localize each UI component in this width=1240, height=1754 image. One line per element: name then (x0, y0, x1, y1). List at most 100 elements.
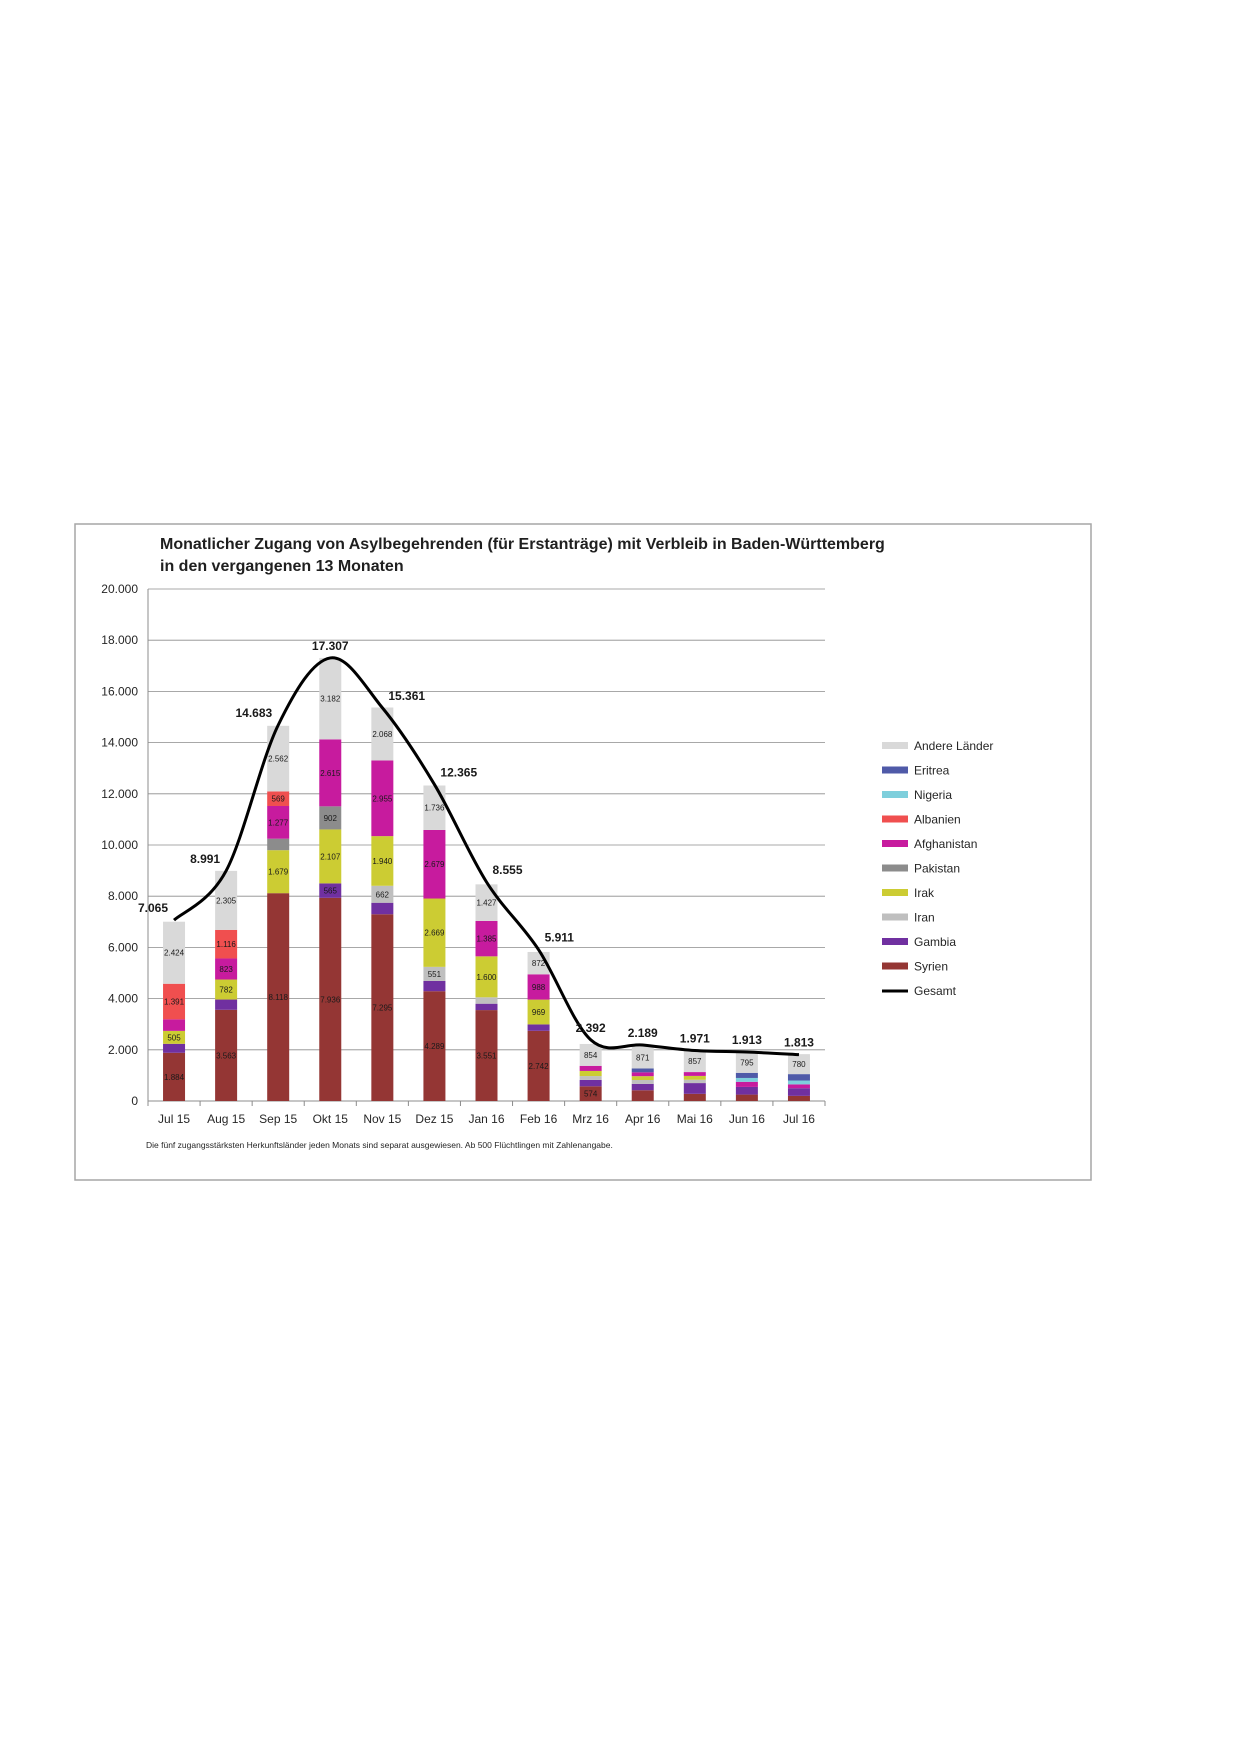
bar-segment (267, 893, 290, 1101)
total-value-label: 7.065 (138, 901, 168, 915)
bar-segment-label: 7.295 (372, 1004, 393, 1013)
x-tick-label: Jul 15 (158, 1112, 190, 1126)
bar-segment-label: 871 (636, 1053, 650, 1062)
y-tick-label: 20.000 (101, 582, 138, 596)
legend-swatch (882, 864, 908, 872)
bar-segment-label: 2.742 (529, 1062, 550, 1071)
legend-swatch (882, 962, 908, 970)
y-tick-label: 8.000 (108, 889, 138, 903)
bar-segment (631, 1090, 654, 1101)
bar-segment (371, 707, 394, 761)
x-tick-label: Sep 15 (259, 1112, 297, 1126)
legend-label: Nigeria (914, 788, 952, 802)
legend-label: Andere Länder (914, 739, 993, 753)
bar-segment (267, 805, 290, 839)
bar-segment-label: 1.385 (476, 935, 497, 944)
x-tick-label: Mai 16 (677, 1112, 713, 1126)
legend-label: Albanien (914, 813, 961, 827)
bar-segment-label: 569 (272, 795, 286, 804)
bar-segment-label: 662 (376, 890, 390, 899)
bar-segment (631, 1046, 654, 1069)
bar-segment (787, 1074, 810, 1081)
y-axis-ticks: 0 2.000 4.000 6.000 8.000 10.000 12.000 14.000 1… (101, 582, 138, 1108)
bar-segment (423, 898, 446, 967)
bar-segment (267, 838, 290, 851)
chart-title-line-2: in den vergangenen 13 Monaten (160, 558, 404, 575)
bar-segment-label: 2.068 (372, 730, 393, 739)
bar-segment (267, 850, 290, 894)
bar-segment (475, 1010, 498, 1101)
bar-segment (319, 657, 342, 740)
x-tick-label: Nov 15 (363, 1112, 401, 1126)
bar-segment-label: 902 (324, 814, 338, 823)
bar-segment-label: 8.118 (268, 993, 288, 1002)
legend-swatch (882, 815, 908, 823)
bar-segment-label: 857 (688, 1057, 702, 1066)
segment-labels: 1.884 505 1.391 2.424 3.563 782 823 1.116 2.305 8… (164, 695, 806, 1099)
bar-segment (527, 1030, 550, 1101)
bar-segment (735, 1072, 758, 1078)
legend-label: Gesamt (914, 984, 957, 998)
total-value-label: 14.683 (235, 706, 272, 720)
bar-segment (787, 1054, 810, 1075)
legend-label: Gambia (914, 935, 956, 949)
bar-segment (787, 1080, 810, 1085)
total-value-label: 1.813 (784, 1036, 814, 1050)
bar-segment (631, 1080, 654, 1084)
legend-swatch (882, 791, 908, 798)
bar-segment (631, 1072, 654, 1077)
bar-segment-label: 1.884 (164, 1073, 185, 1082)
legend-swatch (882, 840, 908, 847)
bar-segment (631, 1068, 654, 1073)
total-value-label: 5.911 (545, 931, 575, 945)
bar-segment (319, 739, 342, 807)
bar-segment (163, 1043, 186, 1053)
y-tick-label: 6.000 (108, 940, 138, 954)
bar-segment (267, 725, 290, 792)
bar-segment (319, 829, 342, 884)
bar-segment (215, 1009, 238, 1101)
x-tick-label: Feb 16 (520, 1112, 558, 1126)
bar-segment-label: 505 (167, 1033, 181, 1042)
bar-segment-label: 574 (584, 1090, 598, 1099)
total-value-label: 15.361 (388, 689, 425, 703)
bar-segment (215, 999, 238, 1010)
bar-segment-label: 872 (532, 959, 546, 968)
bar-segment-label: 1.679 (268, 868, 289, 877)
bar-segment (371, 885, 394, 903)
bar-segment-label: 3.551 (476, 1052, 497, 1061)
bar-segment-label: 2.679 (424, 860, 445, 869)
bar-segment (735, 1081, 758, 1087)
chart-footnote: Die fünf zugangsstärksten Herkunftslände… (146, 1140, 613, 1150)
bar-segment (579, 1070, 602, 1077)
bar-segment (735, 1077, 758, 1082)
total-value-label: 12.365 (440, 765, 477, 779)
legend-label: Irak (914, 886, 935, 900)
bar-segment-label: 4.289 (424, 1042, 445, 1051)
bar-segment (319, 883, 342, 898)
y-tick-label: 4.000 (108, 992, 138, 1006)
bar-segment-label: 551 (428, 970, 442, 979)
y-tick-label: 18.000 (101, 633, 138, 647)
bar-segment-label: 3.182 (320, 695, 341, 704)
bar-segment (527, 999, 550, 1025)
bar-segment (683, 1079, 706, 1084)
bar-segment-label: 1.736 (424, 804, 445, 813)
x-tick-label: Aug 15 (207, 1112, 245, 1126)
bar-segment (371, 760, 394, 837)
legend-swatch (882, 742, 908, 749)
bar-segment-label: 823 (219, 965, 233, 974)
bar-segment-label: 1.600 (476, 973, 497, 982)
bar-segment (579, 1076, 602, 1080)
x-tick-label: Dez 15 (415, 1112, 453, 1126)
x-tick-label: Okt 15 (313, 1112, 349, 1126)
bar-segment (527, 1024, 550, 1031)
bar-segment (735, 1052, 758, 1073)
bar-segment-label: 2.669 (424, 929, 445, 938)
bar-segment (527, 974, 550, 1000)
bar-segment-label: 1.277 (268, 818, 289, 827)
total-value-label: 8.991 (190, 852, 220, 866)
bar-segment (371, 914, 394, 1101)
total-value-label: 1.913 (732, 1033, 762, 1047)
